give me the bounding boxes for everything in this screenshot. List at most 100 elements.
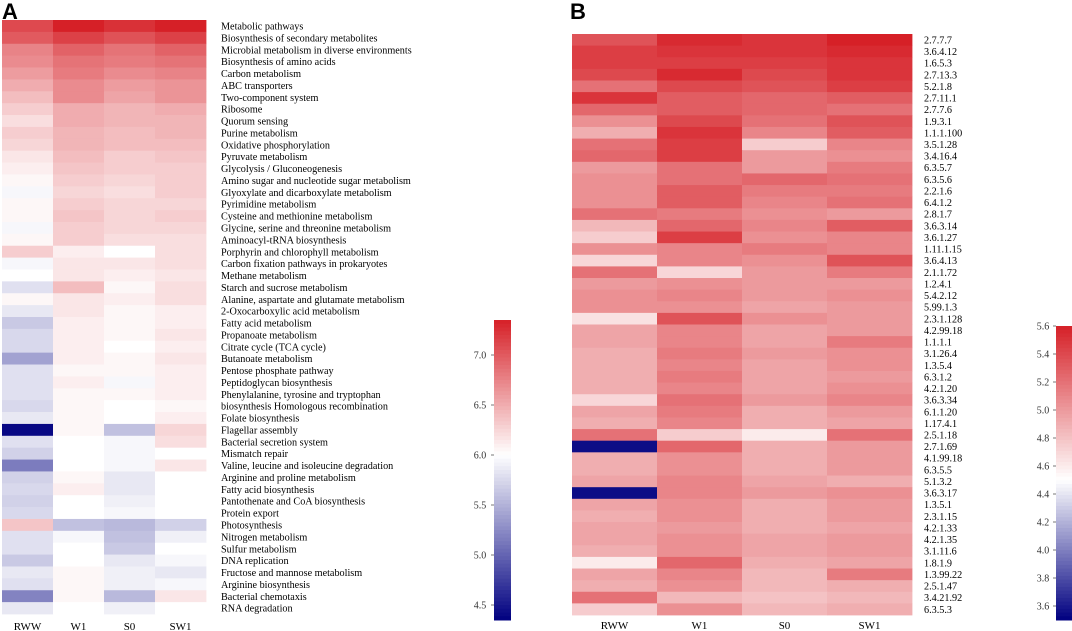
colorbar-segment: [1056, 528, 1072, 533]
heatmap-cell: [657, 231, 743, 244]
heatmap-cell: [104, 20, 156, 33]
heatmap-cell: [827, 103, 913, 116]
heatmap-cell: [657, 394, 743, 407]
heatmap-cell: [53, 388, 105, 401]
heatmap-cell: [2, 281, 54, 294]
heatmap-cell: [572, 591, 658, 604]
heatmap-cell: [572, 219, 658, 232]
heatmap-cell: [657, 138, 743, 151]
row-label: Purine metabolism: [221, 128, 298, 139]
colorbar-segment: [1056, 443, 1072, 448]
colorbar-segment: [1056, 373, 1072, 378]
heatmap-cell: [104, 257, 156, 270]
colorbar-segment: [494, 462, 511, 467]
colorbar-segment: [1056, 597, 1072, 603]
heatmap-cell: [53, 554, 105, 567]
heatmap-cell: [2, 210, 54, 223]
colorbar-tick-label: 5.0: [1037, 406, 1050, 417]
heatmap-cell: [155, 471, 207, 484]
row-label: Phenylalanine, tyrosine and tryptophan: [221, 390, 381, 401]
heatmap-cell: [104, 126, 156, 140]
heatmap-cell: [657, 359, 743, 372]
heatmap-cell: [104, 55, 156, 68]
colorbar-segment: [494, 417, 511, 422]
column-label: SW1: [170, 621, 192, 631]
row-label: Cysteine and methionine metabolism: [221, 212, 372, 223]
heatmap-cell: [53, 340, 105, 354]
heatmap-cell: [827, 324, 913, 337]
heatmap-cell: [53, 317, 105, 330]
colorbar-segment: [494, 593, 511, 598]
colorbar-segment: [494, 425, 511, 430]
colorbar-segment: [494, 582, 511, 587]
heatmap-cell: [2, 602, 54, 615]
heatmap-cell: [104, 281, 156, 294]
colorbar-segment: [1056, 557, 1072, 562]
panel-b-label: B: [570, 0, 586, 24]
heatmap-cell: [155, 518, 207, 532]
heatmap-cell: [104, 412, 156, 425]
heatmap-cell: [2, 388, 54, 401]
heatmap-cell: [2, 495, 54, 508]
heatmap-cell: [155, 507, 207, 520]
heatmap-cell: [572, 254, 658, 267]
colorbar-segment: [494, 398, 511, 403]
colorbar-segment: [1056, 370, 1072, 375]
heatmap-cell: [155, 423, 207, 437]
colorbar-segment: [494, 556, 511, 561]
colorbar-segment: [1056, 612, 1072, 617]
heatmap-cell: [827, 150, 913, 163]
colorbar-segment: [1056, 461, 1072, 467]
colorbar-segment: [494, 507, 511, 512]
colorbar-segment: [494, 481, 511, 486]
colorbar-segment: [494, 376, 511, 381]
row-label: Butanoate metabolism: [221, 354, 312, 365]
row-label: 2.7.11.1: [924, 94, 957, 105]
heatmap-cell: [742, 324, 828, 337]
colorbar-segment: [1056, 546, 1072, 551]
heatmap-cell: [827, 161, 913, 174]
heatmap-cell: [657, 405, 743, 418]
heatmap-cell: [53, 459, 105, 472]
colorbar-segment: [494, 601, 511, 606]
heatmap-cell: [827, 591, 913, 604]
heatmap-cell: [2, 43, 54, 57]
heatmap-cell: [155, 20, 207, 33]
colorbar-segment: [494, 365, 511, 370]
colorbar-segment: [494, 488, 511, 493]
colorbar-segment: [1056, 414, 1072, 419]
colorbar-segment: [1056, 465, 1072, 470]
colorbar-segment: [1056, 561, 1072, 566]
colorbar-segment: [494, 590, 511, 595]
row-label: 5.1.3.2: [924, 477, 952, 488]
heatmap-cell: [155, 340, 207, 354]
heatmap-cell: [657, 103, 743, 116]
heatmap-cell: [155, 483, 207, 496]
row-label: 4.2.1.35: [924, 535, 957, 546]
heatmap-cell: [742, 68, 828, 81]
heatmap-cell: [572, 603, 658, 616]
colorbar-segment: [1056, 539, 1072, 544]
colorbar-segment: [494, 368, 511, 373]
colorbar-segment: [494, 530, 511, 535]
colorbar-segment: [494, 586, 511, 591]
heatmap-cell: [104, 245, 156, 258]
heatmap-cell: [155, 293, 207, 306]
heatmap-cell: [104, 115, 156, 128]
colorbar-segment: [494, 470, 511, 475]
heatmap-cell: [572, 463, 658, 476]
row-label: Arginine and proline metabolism: [221, 473, 356, 484]
heatmap-cell: [2, 352, 54, 365]
heatmap-cell: [572, 475, 658, 488]
heatmap-cell: [104, 198, 156, 211]
heatmap-b: 2.7.7.73.6.4.121.6.5.32.7.13.35.2.1.82.7…: [572, 34, 962, 631]
heatmap-cell: [572, 92, 658, 105]
heatmap-cell: [827, 126, 913, 139]
colorbar-segment: [494, 323, 511, 328]
row-label: Sulfur metabolism: [221, 544, 297, 555]
row-label: 6.3.5.3: [924, 605, 952, 616]
row-label: 1.3.5.4: [924, 361, 952, 372]
row-label: Nitrogen metabolism: [221, 532, 307, 543]
colorbar-segment: [1056, 333, 1072, 338]
heatmap-cell: [827, 115, 913, 128]
